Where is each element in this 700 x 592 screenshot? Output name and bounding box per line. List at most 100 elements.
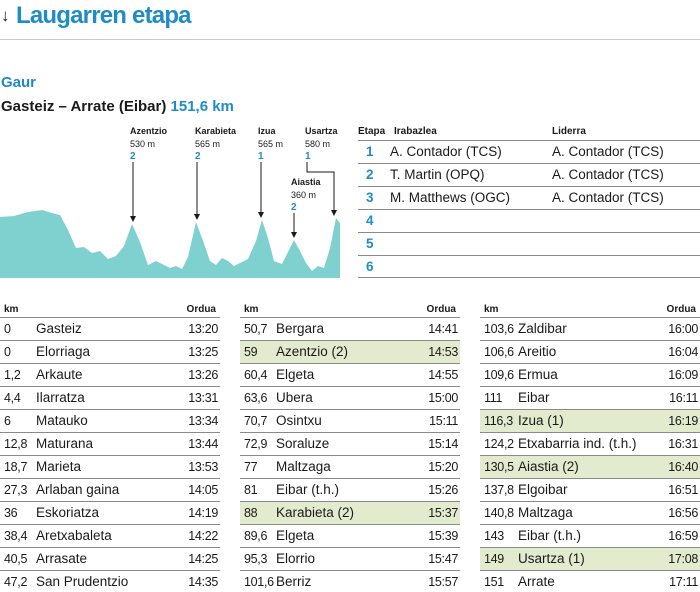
- schedule-km: 63,6: [244, 391, 268, 405]
- stage-winner: A. Contador (TCS): [390, 144, 502, 159]
- schedule-time: 16:51: [668, 483, 698, 497]
- schedule-row: 81 Eibar (t.h.) 15:26: [240, 478, 460, 501]
- header-etapa: Etapa: [358, 126, 386, 137]
- schedule-km: 151: [484, 575, 504, 589]
- schedule-km: 89,6: [244, 529, 268, 543]
- stage-row: 5: [358, 232, 700, 255]
- schedule-time: 14:05: [188, 483, 218, 497]
- schedule-row: 47,2 San Prudentzio 14:35: [0, 570, 220, 592]
- climb-marker-azentzio: Azentzio 530 m 2: [130, 126, 168, 222]
- schedule-row: 27,3 Arlaban gaina 14:05: [0, 478, 220, 501]
- header-km: km: [244, 304, 259, 315]
- day-label: Gaur: [1, 74, 37, 91]
- schedule-row: 18,7 Marieta 13:53: [0, 455, 220, 478]
- schedule-place: Eibar (t.h.): [518, 528, 582, 543]
- schedule-time: 16:31: [668, 437, 698, 451]
- climb-category: 2: [130, 151, 136, 162]
- schedule-km: 38,4: [4, 529, 28, 543]
- schedule-time: 13:44: [188, 437, 218, 451]
- schedule-km: 36: [4, 506, 18, 520]
- schedule-row: 38,4 Aretxabaleta 14:22: [0, 524, 220, 547]
- climb-pointer-arrow: [130, 216, 136, 222]
- schedule-row: 143 Eibar (t.h.) 16:59: [480, 524, 700, 547]
- elevation-area: [0, 210, 340, 278]
- schedule-place: Aretxabaleta: [36, 528, 112, 543]
- climb-pointer-arrow: [331, 210, 337, 216]
- schedule-time: 14:53: [428, 345, 458, 359]
- schedule-place: Maltzaga: [276, 459, 331, 474]
- schedule-row: 0 Gasteiz 13:20: [0, 317, 220, 340]
- schedule-time: 15:00: [428, 391, 458, 405]
- schedule-time: 16:11: [669, 391, 698, 405]
- schedule-km: 50,7: [244, 322, 268, 336]
- schedule-time: 13:53: [188, 460, 218, 474]
- schedule-place: Elgoibar: [518, 482, 568, 497]
- schedule-place: Marieta: [36, 459, 82, 474]
- schedule-time: 16:09: [668, 368, 698, 382]
- schedule-km: 116,3: [484, 414, 513, 428]
- stage-number: 2: [366, 167, 374, 182]
- schedule-place: Elorrio: [276, 551, 316, 566]
- schedule-place: Gasteiz: [36, 321, 82, 336]
- schedule-time: 15:26: [428, 483, 458, 497]
- climb-pointer-arrow: [194, 214, 200, 220]
- schedule-place: Aiastia (2): [518, 459, 579, 474]
- schedule-km: 18,7: [4, 460, 28, 474]
- schedule-row: 0 Elorriaga 13:25: [0, 340, 220, 363]
- schedule-km: 143: [484, 529, 504, 543]
- climb-name: Izua: [258, 126, 276, 136]
- schedule-km: 106,6: [484, 345, 514, 359]
- climb-category: 1: [258, 151, 264, 162]
- header-time: Ordua: [186, 304, 216, 315]
- schedule-place: Ubera: [276, 390, 313, 405]
- climb-pointer-arrow: [291, 232, 297, 238]
- schedule-time: 16:04: [668, 345, 698, 359]
- schedule-time: 15:39: [428, 529, 458, 543]
- schedule-km: 6: [4, 414, 11, 428]
- route-name: Gasteiz – Arrate (Eibar): [1, 98, 167, 115]
- stage-winner: M. Matthews (OGC): [390, 190, 511, 205]
- stage-leader: A. Contador (TCS): [552, 190, 664, 205]
- schedule-row: 6 Matauko 13:34: [0, 409, 220, 432]
- schedule-header: km Ordua: [0, 303, 220, 317]
- stage-results-header: Etapa Irabazlea Liderra: [358, 124, 700, 140]
- schedule-km: 47,2: [4, 575, 28, 589]
- schedule-row: 72,9 Soraluze 15:14: [240, 432, 460, 455]
- climb-name: Azentzio: [130, 126, 168, 136]
- schedule-place: Ermua: [518, 367, 558, 382]
- schedule-time: 14:22: [188, 529, 218, 543]
- schedule-time: 15:37: [428, 506, 458, 520]
- page-header: ↓ Laugarren etapa: [0, 0, 700, 36]
- climb-name: Aiastia: [291, 177, 322, 187]
- schedule-place: San Prudentzio: [36, 574, 129, 589]
- schedule-place: Eibar: [518, 390, 550, 405]
- schedule-row: 36 Eskoriatza 14:19: [0, 501, 220, 524]
- schedule-row-climb: 116,3 Izua (1) 16:19: [480, 409, 700, 432]
- stage-number: 5: [366, 236, 374, 251]
- schedule-row: 109,6 Ermua 16:09: [480, 363, 700, 386]
- climb-marker-izua: Izua 565 m 1: [258, 126, 283, 218]
- schedule-time: 15:57: [428, 575, 458, 589]
- schedule-time: 17:11: [669, 575, 698, 589]
- stage-number: 4: [366, 213, 374, 228]
- schedule-row: 140,8 Maltzaga 16:56: [480, 501, 700, 524]
- schedule-km: 137,8: [484, 483, 514, 497]
- schedule-row: 60,4 Elgeta 14:55: [240, 363, 460, 386]
- climb-altitude: 565 m: [258, 139, 283, 149]
- schedule-km: 77: [244, 460, 258, 474]
- schedule-row: 103,6 Zaldibar 16:00: [480, 317, 700, 340]
- schedule-row: 111 Eibar 16:11: [480, 386, 700, 409]
- schedule-place: Arrate: [518, 574, 555, 589]
- schedule-km: 95,3: [244, 552, 268, 566]
- climb-category: 2: [291, 202, 297, 213]
- schedule-time: 14:41: [428, 322, 458, 336]
- schedule-place: Berriz: [276, 574, 312, 589]
- schedule-time: 13:26: [188, 368, 218, 382]
- schedule-place: Areitio: [518, 344, 557, 359]
- schedule-place: Arkaute: [36, 367, 83, 382]
- climb-altitude: 360 m: [291, 190, 316, 200]
- schedule-time: 16:19: [668, 414, 698, 428]
- schedule-row: 95,3 Elorrio 15:47: [240, 547, 460, 570]
- schedule-row: 12,8 Maturana 13:44: [0, 432, 220, 455]
- stage-winner: T. Martin (OPQ): [390, 167, 485, 182]
